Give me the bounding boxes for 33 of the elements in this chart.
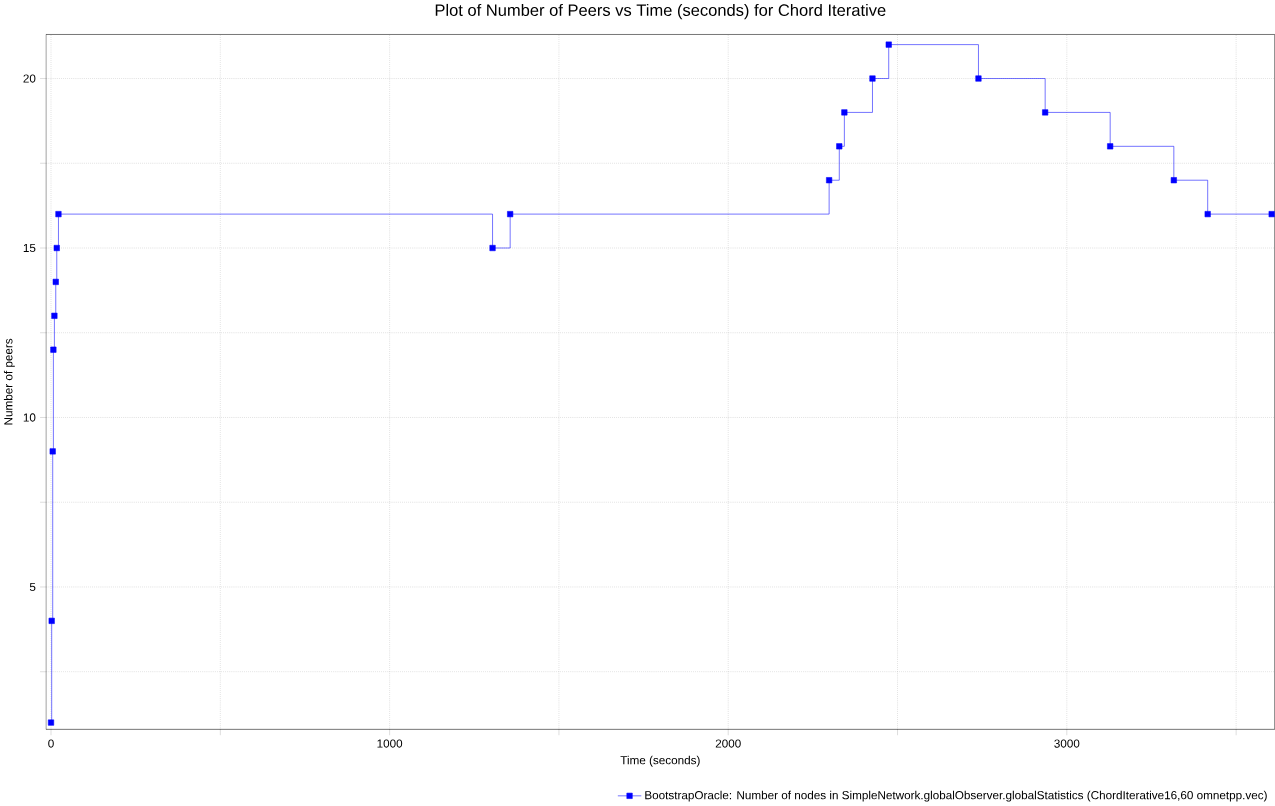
x-tick-label: 1000: [377, 739, 403, 748]
point: [1204, 210, 1211, 217]
point: [1170, 176, 1177, 184]
x-tick-label: 3000: [1054, 739, 1080, 748]
point: [49, 448, 56, 455]
x-tick-label: 2000: [715, 739, 741, 748]
point: [1042, 109, 1049, 116]
point: [841, 109, 848, 116]
y-axis-title: Number of peers: [3, 338, 15, 425]
point: [55, 210, 62, 217]
point: [52, 278, 59, 285]
point: [489, 244, 496, 251]
chart-title: Plot of Number of Peers vs Time (seconds) for Chord Iterative: [435, 3, 886, 20]
point: [48, 617, 55, 624]
y-tick-label: 20: [23, 74, 36, 83]
point: [826, 176, 833, 184]
x-tick-label: 0: [48, 739, 54, 748]
point: [53, 244, 60, 251]
y-tick-label: 10: [23, 413, 36, 422]
point: [885, 41, 892, 48]
point: [1268, 210, 1275, 217]
y-tick-label: 15: [23, 243, 36, 252]
point: [975, 75, 982, 82]
point: [1107, 143, 1114, 150]
y-tick-label: 5: [29, 582, 36, 591]
point: [47, 719, 55, 726]
point: [869, 75, 876, 82]
point: [507, 210, 514, 217]
point: [836, 143, 843, 150]
point: [50, 346, 57, 353]
x-axis-title: Time (seconds): [620, 755, 700, 767]
legend-label: BootstrapOracle: Number of nodes in SimpleNetwork.globalObserver.globalStatistics (ChordIterative16,60 omnetpp.vec): [645, 790, 1267, 802]
point: [51, 312, 58, 319]
